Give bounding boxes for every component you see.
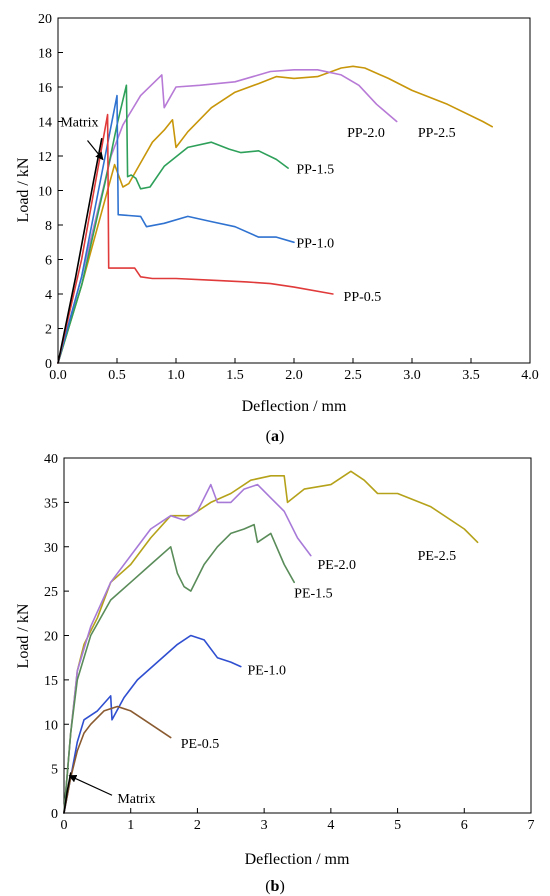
x-axis-label-b: Deflection / mm — [245, 851, 350, 868]
ticks-b: 0 1 2 3 4 5 6 7 0 5 10 15 20 25 30 35 40 — [44, 452, 535, 833]
panel-label-b: (b) — [265, 878, 285, 895]
y-tick-label-b: 25 — [44, 585, 58, 600]
series-line-pp-1-5 — [57, 84, 289, 364]
series-label-pe-1-0: PE-1.0 — [247, 664, 286, 679]
series-label-pp-1-5: PP-1.5 — [296, 162, 334, 177]
x-tick-label-a: 2.0 — [285, 368, 303, 383]
series-line-pe-2-0 — [63, 483, 312, 814]
series-label-pp-0-5: PP-0.5 — [344, 290, 382, 305]
matrix-arrow-b — [68, 774, 113, 796]
x-tick-label-b: 2 — [194, 818, 201, 833]
panel-label-a: (a) — [266, 428, 285, 445]
series-line-pe-2-5 — [63, 470, 479, 814]
x-tick-label-a: 0.0 — [49, 368, 67, 383]
series-labels-a: PP-2.5 PP-2.0 PP-1.5 PP-1.0 PP-0.5 Matrix — [60, 116, 455, 305]
series-line-pe-0-5 — [63, 705, 172, 814]
y-tick-label-b: 10 — [44, 718, 58, 733]
panel-label-a-open: ( — [266, 428, 271, 445]
y-tick-label-a: 14 — [38, 116, 52, 131]
panel-label-a-letter: a — [271, 428, 279, 445]
x-tick-label-a: 1.0 — [167, 368, 185, 383]
y-tick-label-a: 6 — [45, 254, 52, 269]
plot-frame-b — [63, 457, 532, 814]
series-group-b — [63, 470, 479, 814]
panel-label-b-letter: b — [271, 878, 280, 895]
x-tick-label-b: 0 — [61, 818, 68, 833]
y-tick-label-a: 0 — [45, 357, 52, 372]
x-tick-label-b: 5 — [394, 818, 401, 833]
series-label-pe-1-5: PE-1.5 — [294, 586, 333, 601]
y-tick-label-b: 35 — [44, 496, 58, 511]
x-tick-label-b: 7 — [528, 818, 535, 833]
y-tick-label-a: 18 — [38, 47, 52, 62]
panel-label-a-close: ) — [279, 428, 284, 445]
x-axis-label-a: Deflection / mm — [242, 398, 347, 415]
series-label-pe-2-0: PE-2.0 — [318, 558, 357, 573]
series-line-pp-2-0 — [57, 69, 398, 364]
y-tick-label-b: 15 — [44, 674, 58, 689]
series-label-pe-0-5: PE-0.5 — [181, 737, 220, 752]
series-line-pp-0-5 — [57, 113, 334, 364]
series-label-pp-1-0: PP-1.0 — [296, 236, 334, 251]
x-tick-label-a: 0.5 — [108, 368, 126, 383]
y-tick-label-a: 12 — [38, 150, 52, 165]
series-label-pe-2-5: PE-2.5 — [418, 549, 457, 564]
x-tick-label-a: 3.5 — [462, 368, 480, 383]
y-tick-label-a: 16 — [38, 81, 52, 96]
x-tick-label-a: 4.0 — [521, 368, 539, 383]
series-label-pp-2-0: PP-2.0 — [347, 126, 385, 141]
y-tick-label-a: 2 — [45, 323, 52, 338]
y-tick-label-b: 0 — [51, 807, 58, 822]
series-label-pp-2-5: PP-2.5 — [418, 126, 456, 141]
y-tick-label-b: 20 — [44, 630, 58, 645]
x-tick-label-a: 3.0 — [403, 368, 421, 383]
y-tick-label-b: 30 — [44, 541, 58, 556]
x-tick-label-b: 6 — [461, 818, 468, 833]
matrix-arrow-a — [87, 140, 104, 161]
x-tick-label-a: 2.5 — [344, 368, 362, 383]
y-tick-label-a: 20 — [38, 12, 52, 27]
panel-label-b-open: ( — [265, 878, 270, 895]
series-label-matrix: Matrix — [117, 792, 155, 807]
x-tick-label-b: 4 — [327, 818, 334, 833]
series-line-pe-1-5 — [63, 523, 296, 814]
y-axis-label-b: Load / kN — [15, 603, 32, 668]
series-group-a — [57, 65, 494, 364]
y-tick-label-a: 8 — [45, 219, 52, 234]
y-tick-label-a: 10 — [38, 185, 52, 200]
series-label-matrix: Matrix — [60, 116, 98, 131]
series-labels-b: PE-2.5 PE-2.0 PE-1.5 PE-1.0 PE-0.5 Matrix — [68, 549, 457, 807]
series-line-matrix — [57, 138, 103, 364]
series-line-pp-2-5 — [57, 65, 494, 364]
series-line-pe-1-0 — [63, 634, 242, 814]
panel-label-b-close: ) — [279, 878, 284, 895]
x-tick-label-b: 3 — [261, 818, 268, 833]
ticks-a: 0.0 0.5 1.0 1.5 2.0 2.5 3.0 3.5 4.0 0 2 4 6 8 10 12 14 16… — [38, 12, 539, 383]
y-tick-label-b: 5 — [51, 763, 58, 778]
y-axis-label-a: Load / kN — [15, 157, 32, 222]
x-tick-label-a: 1.5 — [226, 368, 244, 383]
chart-panel-a: 0.0 0.5 1.0 1.5 2.0 2.5 3.0 3.5 4.0 0 2 4 6 8 10 12 14 16… — [15, 12, 539, 445]
x-tick-label-b: 1 — [127, 818, 134, 833]
y-tick-label-a: 4 — [45, 288, 52, 303]
y-tick-label-b: 40 — [44, 452, 58, 467]
